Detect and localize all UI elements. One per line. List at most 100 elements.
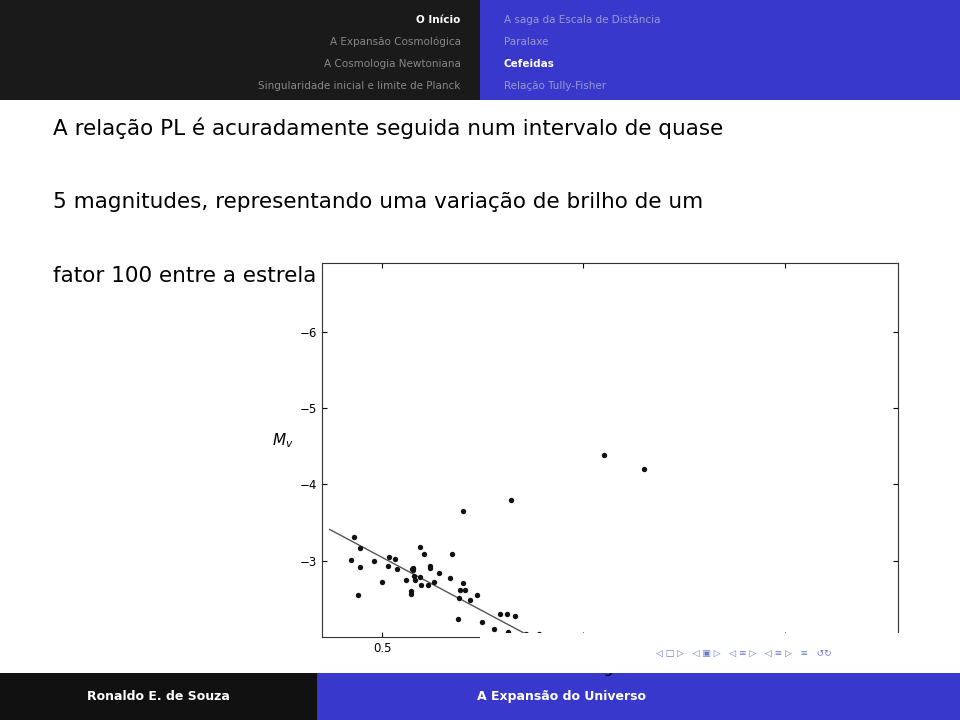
Point <box>412 541 427 552</box>
Point <box>596 449 612 461</box>
Point <box>663 691 679 703</box>
Point <box>350 590 366 601</box>
Point <box>422 561 438 572</box>
Text: A Expansão Cosmológica: A Expansão Cosmológica <box>330 37 461 48</box>
Point <box>607 657 622 668</box>
Point <box>462 594 477 606</box>
Text: O Início: O Início <box>417 15 461 25</box>
Point <box>417 549 432 560</box>
Point <box>611 688 626 699</box>
Point <box>544 640 560 652</box>
Point <box>413 579 428 590</box>
Point <box>636 464 652 475</box>
Point <box>637 680 653 692</box>
Point <box>442 572 457 584</box>
Point <box>694 705 709 716</box>
Point <box>407 575 422 586</box>
Point <box>618 702 634 714</box>
Point <box>492 608 508 619</box>
Point <box>609 686 624 698</box>
Point <box>412 572 427 583</box>
Point <box>503 494 518 505</box>
Point <box>576 685 591 697</box>
Text: A relação PL é acuradamente seguida num intervalo de quase: A relação PL é acuradamente seguida num … <box>53 117 723 139</box>
Y-axis label: $M_v$: $M_v$ <box>272 431 294 450</box>
Point <box>620 678 636 689</box>
Point <box>531 629 546 640</box>
Point <box>344 554 359 566</box>
Text: Paralaxe: Paralaxe <box>504 37 548 47</box>
Point <box>614 661 630 672</box>
Point <box>486 623 501 634</box>
Text: Relação Tully-Fisher: Relação Tully-Fisher <box>504 81 606 91</box>
Point <box>543 655 559 667</box>
Point <box>367 555 382 567</box>
Point <box>581 670 596 681</box>
Text: A saga da Escala de Distância: A saga da Escala de Distância <box>504 14 660 25</box>
Point <box>404 563 420 575</box>
Point <box>374 577 390 588</box>
Point <box>474 616 490 628</box>
Point <box>450 613 466 625</box>
Point <box>405 562 420 574</box>
Point <box>422 562 438 574</box>
Point <box>405 564 420 575</box>
Point <box>671 713 686 720</box>
Point <box>501 626 516 638</box>
Point <box>469 589 485 600</box>
Point <box>626 672 641 684</box>
Point <box>556 635 571 647</box>
Point <box>390 564 405 575</box>
Text: A Cosmologia Newtoniana: A Cosmologia Newtoniana <box>324 59 461 69</box>
Point <box>452 585 468 596</box>
Point <box>444 549 460 560</box>
Point <box>346 531 361 543</box>
Point <box>381 559 396 571</box>
Point <box>491 635 506 647</box>
Point <box>639 709 655 720</box>
Point <box>398 575 414 586</box>
Point <box>551 654 566 666</box>
Point <box>431 567 446 579</box>
Point <box>352 561 368 572</box>
Point <box>458 584 473 595</box>
Point <box>455 505 470 517</box>
Point <box>679 711 694 720</box>
Point <box>403 588 419 600</box>
Text: fator 100 entre a estrela mais brilhante e a mais débil.: fator 100 entre a estrela mais brilhante… <box>53 266 642 286</box>
Point <box>614 657 630 669</box>
Point <box>609 662 624 674</box>
Point <box>562 646 577 657</box>
Point <box>352 542 368 554</box>
Point <box>596 665 612 676</box>
Point <box>426 577 442 588</box>
Point <box>451 593 467 604</box>
X-axis label: Log  P: Log P <box>587 661 633 675</box>
Text: Ronaldo E. de Souza: Ronaldo E. de Souza <box>87 690 229 703</box>
Point <box>406 570 421 582</box>
Point <box>499 608 515 620</box>
Point <box>555 640 570 652</box>
Point <box>403 585 419 596</box>
Point <box>552 667 567 679</box>
Point <box>420 580 436 591</box>
Point <box>573 672 588 683</box>
Text: 5 magnitudes, representando uma variação de brilho de um: 5 magnitudes, representando uma variação… <box>53 192 703 212</box>
Point <box>532 629 547 641</box>
Point <box>559 658 574 670</box>
Text: Cefeidas: Cefeidas <box>504 59 555 69</box>
Point <box>388 553 403 564</box>
Point <box>676 715 691 720</box>
Point <box>601 688 616 700</box>
Point <box>613 679 629 690</box>
Point <box>699 703 714 715</box>
Text: ◁ □ ▷   ◁ ▣ ▷   ◁ ≡ ▷   ◁ ≡ ▷   ≡   ↺↻: ◁ □ ▷ ◁ ▣ ▷ ◁ ≡ ▷ ◁ ≡ ▷ ≡ ↺↻ <box>657 649 831 657</box>
Text: A Expansão do Universo: A Expansão do Universo <box>477 690 646 703</box>
Point <box>536 647 551 658</box>
Point <box>587 666 602 678</box>
Point <box>508 611 523 622</box>
Point <box>381 551 396 562</box>
Point <box>533 641 548 652</box>
Point <box>527 654 542 666</box>
Text: Singularidade inicial e limite de Planck: Singularidade inicial e limite de Planck <box>258 81 461 91</box>
